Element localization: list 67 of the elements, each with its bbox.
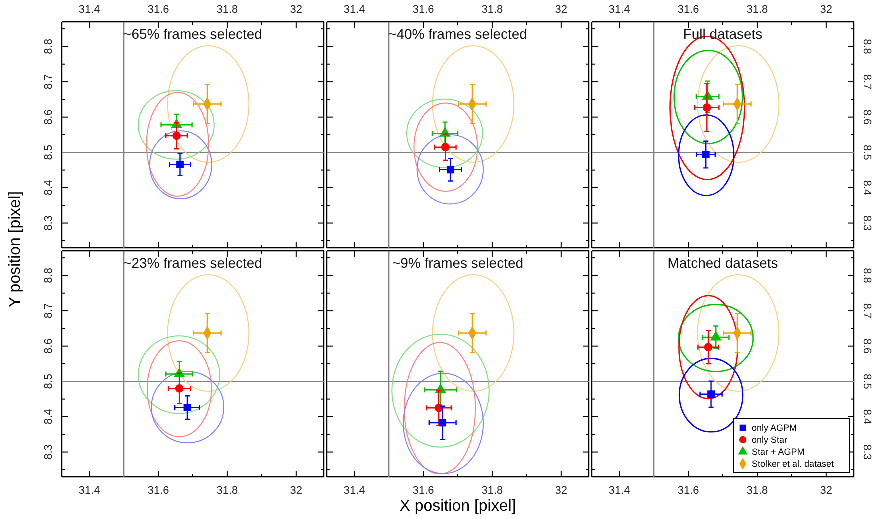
legend-label: only Star	[752, 435, 788, 446]
y-tick-label: 8.6	[861, 110, 874, 125]
y-tick-label: 8.6	[42, 110, 55, 125]
x-tick-label: 31.8	[482, 4, 504, 16]
y-tick-label: 8.8	[42, 39, 55, 54]
point	[176, 160, 184, 168]
x-tick-label: 31.4	[78, 4, 100, 16]
x-axis-title: X position [pixel]	[400, 498, 516, 515]
y-tick-label: 8.7	[42, 303, 55, 319]
point	[702, 151, 710, 158]
y-tick-label: 8.7	[861, 303, 874, 319]
y-tick-label: 8.8	[861, 39, 874, 54]
y-tick-label: 8.3	[861, 216, 874, 231]
chart-title: ~40% frames selected	[388, 26, 528, 42]
point	[708, 390, 715, 398]
x-tick-label: 31.4	[78, 484, 100, 497]
x-tick-label: 31.4	[344, 4, 366, 16]
y-tick-label: 8.3	[42, 444, 55, 460]
point	[172, 132, 181, 140]
y-tick-label: 8.4	[861, 409, 874, 425]
x-tick-label: 31.8	[746, 484, 768, 497]
x-tick-label: 31.6	[148, 4, 170, 16]
x-tick-label: 32	[555, 4, 568, 16]
legend-label: Star + AGPM	[752, 447, 805, 458]
chart-title: Full datasets	[683, 26, 763, 42]
y-tick-label: 8.4	[42, 409, 55, 425]
y-tick-label: 8.4	[42, 180, 55, 196]
point	[710, 331, 722, 341]
x-tick-label: 31.8	[746, 4, 768, 16]
x-tick-label: 31.8	[216, 484, 238, 497]
y-tick-label: 8.4	[861, 180, 874, 196]
point	[704, 343, 713, 352]
y-tick-label: 8.3	[42, 216, 55, 231]
y-tick-label: 8.7	[861, 74, 874, 90]
y-tick-label: 8.6	[42, 338, 55, 354]
x-tick-label: 31.4	[608, 4, 630, 16]
chart-title: Matched datasets	[668, 255, 778, 271]
y-axis-title: Y position [pixel]	[7, 191, 24, 308]
point	[702, 104, 712, 112]
y-tick-label: 8.8	[861, 268, 874, 284]
chart-title: ~65% frames selected	[124, 26, 262, 42]
x-tick-label: 31.8	[482, 484, 504, 497]
x-tick-label: 32	[555, 484, 568, 497]
x-tick-label: 31.4	[344, 484, 366, 497]
x-tick-label: 31.6	[678, 4, 700, 16]
y-tick-label: 8.7	[42, 74, 55, 90]
legend-label: only AGPM	[752, 423, 798, 434]
legend-label: Stolker et al. dataset	[752, 459, 835, 470]
y-tick-label: 8.5	[861, 145, 874, 160]
x-tick-label: 31.6	[148, 484, 170, 497]
x-tick-label: 32	[290, 4, 303, 16]
y-tick-label: 8.5	[42, 374, 55, 390]
x-tick-label: 31.6	[412, 484, 434, 497]
x-tick-label: 32	[290, 484, 303, 497]
x-tick-label: 32	[820, 484, 833, 497]
chart-title: ~23% frames selected	[124, 255, 262, 271]
x-tick-label: 31.4	[608, 484, 630, 497]
y-tick-label: 8.6	[861, 338, 874, 354]
y-tick-label: 8.5	[861, 374, 874, 390]
y-tick-label: 8.5	[42, 145, 55, 160]
x-tick-label: 31.6	[678, 484, 700, 497]
x-tick-label: 31.8	[216, 4, 238, 16]
x-tick-label: 31.6	[412, 4, 434, 16]
chart-title: ~9% frames selected	[392, 255, 524, 271]
y-tick-label: 8.8	[42, 268, 55, 284]
y-tick-label: 8.3	[861, 444, 874, 460]
x-tick-label: 32	[820, 4, 833, 16]
